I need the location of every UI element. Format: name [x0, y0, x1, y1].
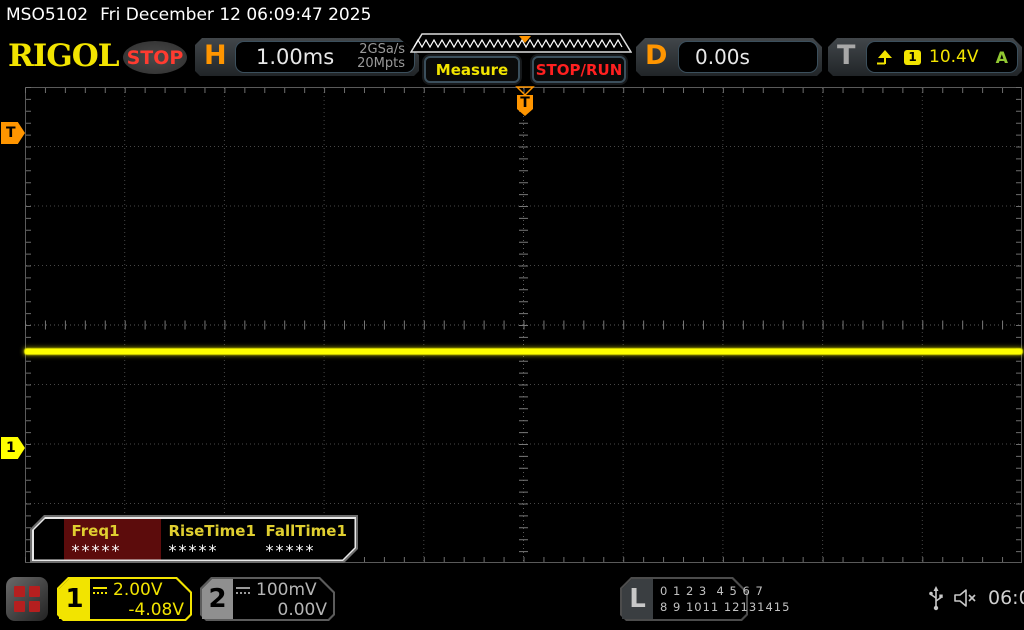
horizontal-settings[interactable]: H 1.00ms 2GSa/s 20Mpts: [195, 38, 419, 76]
channel2-number[interactable]: 2: [202, 579, 233, 619]
trigger-settings[interactable]: T 1 10.4V A: [828, 38, 1022, 76]
channel1-number[interactable]: 1: [59, 579, 90, 619]
measurement-value: *****: [265, 540, 316, 560]
trigger-label: T: [837, 40, 856, 71]
dc-coupling-icon: [236, 586, 250, 594]
rigol-logo: RIGOL: [8, 38, 120, 74]
clock: 06:09: [988, 587, 1024, 609]
waveform-preview-strip[interactable]: [409, 33, 633, 53]
delay-settings[interactable]: D 0.00s: [636, 38, 822, 76]
delay-label: D: [645, 40, 668, 71]
acquisition-rates: 2GSa/s 20Mpts: [357, 43, 405, 71]
trigger-inset[interactable]: 1 10.4V A: [866, 41, 1018, 73]
channel1-trace: [25, 349, 1022, 354]
measurement-panel: Freq1 ***** RiseTime1 ***** FallTime1 **…: [30, 515, 358, 563]
channel2-scale: 100mV: [256, 580, 317, 600]
channel1-offset: -4.08V: [128, 600, 184, 620]
usb-icon: [929, 586, 943, 611]
trigger-position-letter: T: [520, 95, 530, 111]
channel1-scale: 2.00V: [113, 580, 163, 600]
volume-muted-icon[interactable]: [952, 587, 980, 609]
preview-zigzag-icon: [409, 33, 633, 53]
timebase-value: 1.00ms: [256, 45, 335, 69]
logic-label[interactable]: L: [622, 579, 653, 619]
trigger-source-badge: 1: [904, 50, 921, 65]
measurement-freq1[interactable]: Freq1 *****: [64, 519, 161, 560]
timebase-inset[interactable]: 1.00ms 2GSa/s 20Mpts: [235, 41, 415, 73]
measurement-risetime1[interactable]: RiseTime1 *****: [161, 519, 258, 560]
logic-analyzer-block[interactable]: L 0 1 2 3 4 5 6 7 8 9 1011 12131415: [620, 577, 791, 621]
dc-coupling-icon: [93, 586, 107, 594]
preview-trigger-marker: [519, 36, 531, 43]
logic-channels-row1: 0 1 2 3 4 5 6 7: [660, 584, 764, 598]
trigger-position-marker[interactable]: T: [515, 86, 535, 121]
channel1-ground-marker[interactable]: 1: [1, 437, 25, 459]
horizontal-label: H: [204, 40, 227, 71]
measurement-falltime1[interactable]: FallTime1 *****: [258, 519, 355, 560]
run-state-badge[interactable]: STOP: [123, 41, 187, 74]
memory-depth: 20Mpts: [357, 56, 405, 71]
trigger-mode: A: [995, 47, 1008, 67]
menu-grid-icon[interactable]: [6, 577, 48, 621]
channel2-offset: 0.00V: [277, 600, 327, 620]
measurement-label: Freq1: [71, 521, 120, 540]
measurement-value: *****: [168, 540, 219, 560]
grid: [25, 87, 1022, 563]
channel2-block[interactable]: 2 100mV 0.00V: [200, 577, 335, 621]
trigger-level-marker[interactable]: T: [1, 122, 25, 144]
delay-inset[interactable]: 0.00s: [678, 41, 818, 73]
datetime: Fri December 12 06:09:47 2025: [100, 5, 372, 25]
measurement-label: FallTime1: [265, 521, 347, 540]
delay-value: 0.00s: [695, 45, 750, 69]
rising-edge-icon: [876, 49, 894, 66]
system-tray: 06:09: [928, 585, 1024, 611]
trigger-level-value: 10.4V: [929, 47, 979, 67]
channel1-block[interactable]: 1 2.00V -4.08V: [57, 577, 192, 621]
waveform-display: T: [25, 86, 1022, 563]
measurement-value: *****: [71, 540, 122, 560]
model-name: MSO5102: [6, 5, 89, 25]
measurement-label: RiseTime1: [168, 521, 256, 540]
stop-run-button[interactable]: STOP/RUN: [532, 56, 626, 83]
measure-button[interactable]: Measure: [424, 56, 520, 83]
sample-rate: 2GSa/s: [359, 42, 405, 57]
logic-channels-row2: 8 9 1011 12131415: [660, 600, 791, 614]
status-bar: MSO5102 Fri December 12 06:09:47 2025: [6, 5, 371, 25]
